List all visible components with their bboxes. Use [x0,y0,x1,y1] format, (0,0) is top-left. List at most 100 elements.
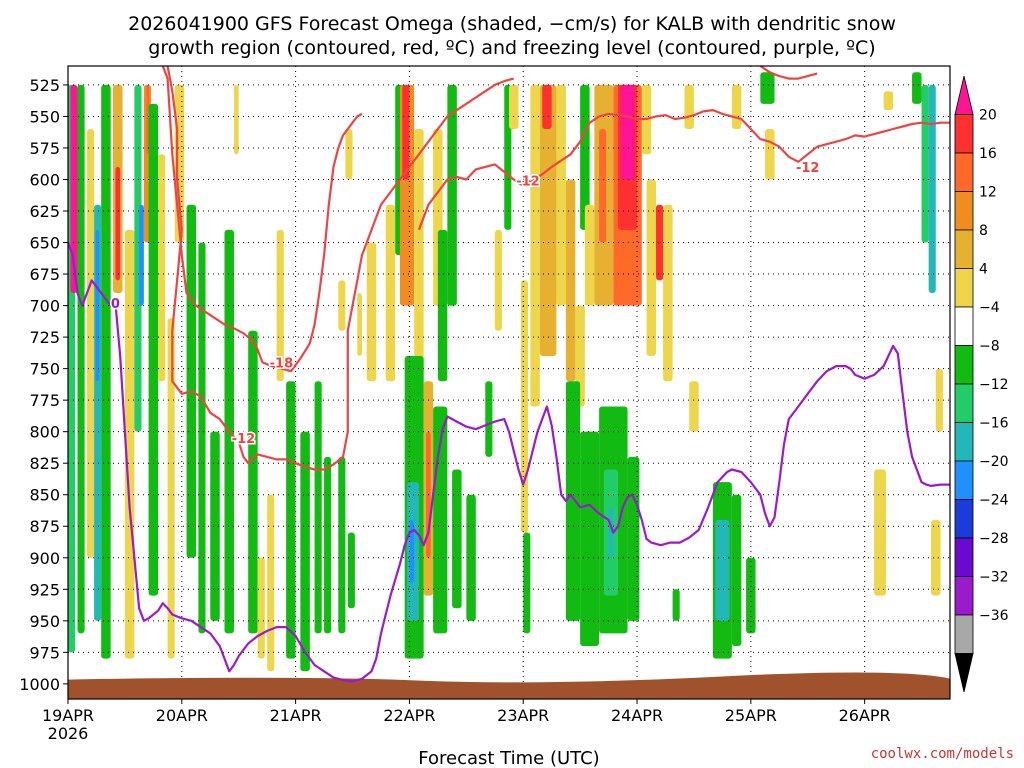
colorbar-label-8: −16 [979,416,1009,432]
omega-shade-6 [101,84,111,659]
credit-link[interactable]: coolwx.com/models [871,746,1014,762]
x-tick-label-3: 22APR [383,706,435,725]
omega-shade-91 [765,129,775,180]
omega-shade-63 [565,179,576,382]
x-tick-label-7: 26APR [839,706,891,725]
omega-shade-2 [77,84,85,634]
omega-shade-1 [70,84,78,293]
colorbar-swatch-9 [954,422,974,462]
red-contour-label-0: -18 [270,356,294,371]
contour-labels: -18 -12 -12 -12 0 [109,159,821,448]
y-tick-label-7: 700 [29,297,60,316]
y-tick-label-4: 625 [29,202,60,221]
y-tick-label-14: 875 [29,517,60,536]
omega-shade-80 [656,204,664,281]
red-contour-label-1: -12 [232,432,256,447]
y-tick-label-16: 925 [29,580,60,599]
omega-shade-48 [437,229,448,382]
omega-shade-81 [663,204,673,382]
red-contour-label-3: -12 [796,161,820,176]
omega-shade-16 [167,318,175,659]
omega-shade-49 [447,84,457,306]
omega-shade-82 [672,589,680,621]
colorbar-swatch-10 [954,460,974,500]
y-tick-label-12: 825 [29,454,60,473]
omega-shade-33 [338,280,346,331]
omega-shade-9 [124,229,135,659]
omega-shade-37 [385,204,396,382]
y-tick-label-0: 525 [29,76,60,95]
colorbar-label-1: 16 [979,146,997,162]
omega-shade-93 [883,91,894,111]
omega-shade-59 [530,84,540,407]
y-tick-label-3: 600 [29,170,60,189]
omega-shade-36 [366,242,377,382]
y-tick-label-5: 650 [29,234,60,253]
omega-shade-89 [731,84,742,130]
omega-shade-94 [912,72,922,104]
omega-shade-22 [233,84,239,155]
y-tick-label-11: 800 [29,423,60,442]
omega-shade-10 [134,84,142,432]
y-tick-label-8: 725 [29,328,60,347]
omega-shade-51 [452,469,462,609]
colorbar-swatch-5 [954,268,974,308]
colorbar-label-13: −36 [979,608,1009,624]
omega-shade-62 [556,84,566,306]
omega-shade-5 [95,229,100,382]
red-contour-line-0 [161,66,363,373]
x-tick-sublabel-0: 2026 [48,724,89,743]
omega-shade-52 [466,494,476,621]
omega-shade-29 [314,381,322,634]
y-axis-pressure: 525 550 575 600 625 650 675 700 725 750 775 800 825 8… [19,76,68,694]
omega-shade-57 [520,280,528,533]
colorbar-swatch-8 [954,383,974,423]
chart-title-line2: growth region (contoured, red, ºC) and f… [148,37,875,59]
plot-frame [67,65,951,700]
colorbar-swatch-4 [954,229,974,269]
omega-shade-79 [646,179,656,357]
colorbar: 20 16 12 8 4 −4 −8 −12 −16 −20 −24 −28 −32 −36 [954,75,1009,693]
colorbar-swatch-0 [954,75,974,115]
colorbar-swatch-15 [954,653,974,693]
omega-shade-87 [731,494,742,647]
y-tick-label-19: 1000 [19,675,60,694]
omega-shade-11 [139,204,144,306]
omega-shade-56 [509,84,519,130]
omega-shade-26 [276,229,284,382]
chart-title-line1: 2026041900 GFS Forecast Omega (shaded, −… [128,13,896,35]
omega-shade-19 [198,242,206,634]
omega-shade-83 [684,84,694,130]
omega-shade-34 [345,129,353,180]
omega-shade-96 [928,84,936,293]
y-tick-label-17: 950 [29,612,60,631]
colorbar-swatch-3 [954,191,974,231]
y-tick-label-2: 575 [29,139,60,158]
omega-shade-8 [115,166,121,281]
colorbar-label-0: 20 [979,108,997,124]
omega-shade-65 [580,84,590,230]
omega-shade-54 [494,229,502,331]
x-tick-label-0: 19APR [42,706,94,725]
omega-shade-71 [620,84,635,180]
omega-shade-98 [931,519,941,596]
omega-shade-86 [715,519,730,621]
colorbar-swatch-2 [954,152,974,192]
omega-shade-97 [935,368,943,432]
x-tick-label-1: 20APR [156,706,208,725]
omega-shading-layer [68,72,943,672]
omega-shade-84 [689,381,699,432]
colorbar-label-7: −12 [979,377,1009,393]
x-tick-label-5: 24APR [611,706,663,725]
ground-surface [68,672,950,699]
y-tick-label-18: 975 [29,643,60,662]
y-tick-label-6: 675 [29,265,60,284]
colorbar-label-11: −28 [979,531,1009,547]
omega-shade-61 [542,84,552,130]
omega-shade-72 [565,381,581,621]
omega-shade-24 [257,557,265,659]
omega-shade-18 [186,204,197,558]
colorbar-swatch-11 [954,499,974,539]
purple-contour-label-0: 0 [111,297,120,312]
omega-shade-20 [210,431,220,621]
